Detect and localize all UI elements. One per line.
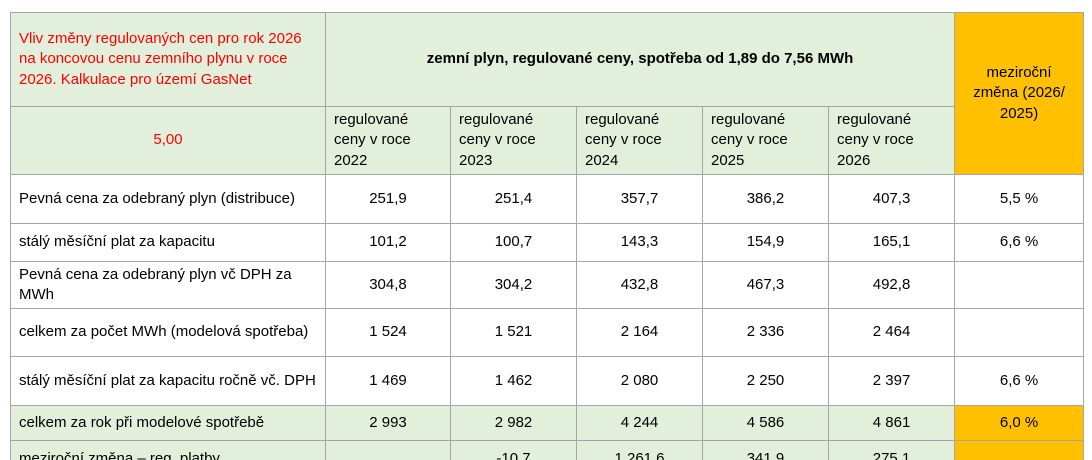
year-header-2025: regulované ceny v roce 2025 bbox=[702, 106, 829, 175]
value-2024: 4 244 bbox=[576, 405, 703, 441]
yoy-change-header: meziroční změna (2026/ 2025) bbox=[954, 12, 1085, 175]
table-row-fixed-price-vat: Pevná cena za odebraný plyn vč DPH za MW… bbox=[10, 261, 1085, 309]
value-2025: 2 250 bbox=[702, 356, 829, 406]
row-label: stálý měsíční plat za kapacitu ročně vč.… bbox=[10, 356, 326, 406]
value-2023: -10,7 bbox=[450, 440, 577, 460]
value-2022: 304,8 bbox=[325, 261, 451, 309]
value-2023: 304,2 bbox=[450, 261, 577, 309]
value-2025: 467,3 bbox=[702, 261, 829, 309]
yoy-value: 6,6 % bbox=[954, 223, 1085, 262]
table-row-yearly-capacity-fee-vat: stálý měsíční plat za kapacitu ročně vč.… bbox=[10, 356, 1085, 406]
year-header-2024: regulované ceny v roce 2024 bbox=[576, 106, 703, 175]
value-2023: 1 521 bbox=[450, 308, 577, 357]
year-header-2023: regulované ceny v roce 2023 bbox=[450, 106, 577, 175]
table-row-fixed-price-distribution: Pevná cena za odebraný plyn (distribuce)… bbox=[10, 174, 1085, 224]
value-2024: 2 080 bbox=[576, 356, 703, 406]
gas-price-table: Vliv změny regulovaných cen pro rok 2026… bbox=[10, 12, 1085, 460]
table-row-total-mwh-model: celkem za počet MWh (modelová spotřeba) … bbox=[10, 308, 1085, 357]
value-2023: 2 982 bbox=[450, 405, 577, 441]
value-2022: 251,9 bbox=[325, 174, 451, 224]
value-2022 bbox=[325, 440, 451, 460]
main-header: zemní plyn, regulované ceny, spotřeba od… bbox=[324, 12, 956, 107]
value-2022: 1 524 bbox=[325, 308, 451, 357]
value-2026: 492,8 bbox=[827, 261, 956, 309]
row-label: celkem za rok při modelové spotřebě bbox=[10, 405, 326, 441]
row-label: celkem za počet MWh (modelová spotřeba) bbox=[10, 308, 326, 357]
value-2023: 251,4 bbox=[450, 174, 577, 224]
yoy-value: 6,0 % bbox=[954, 405, 1085, 441]
value-2022: 101,2 bbox=[325, 223, 451, 262]
value-2024: 143,3 bbox=[576, 223, 703, 262]
yoy-value: 6,6 % bbox=[954, 356, 1085, 406]
yoy-value bbox=[954, 440, 1085, 460]
row-label: stálý měsíční plat za kapacitu bbox=[10, 223, 326, 262]
value-2025: 386,2 bbox=[702, 174, 829, 224]
value-2024: 2 164 bbox=[576, 308, 703, 357]
value-2025: 154,9 bbox=[702, 223, 829, 262]
value-2026: 407,3 bbox=[827, 174, 956, 224]
value-2024: 432,8 bbox=[576, 261, 703, 309]
value-2025: 341,9 bbox=[702, 440, 829, 460]
yoy-value bbox=[954, 308, 1085, 357]
yoy-value: 5,5 % bbox=[954, 174, 1085, 224]
model-consumption-value: 5,00 bbox=[10, 106, 326, 175]
value-2026: 2 464 bbox=[827, 308, 956, 357]
value-2022: 2 993 bbox=[325, 405, 451, 441]
yoy-value bbox=[954, 261, 1085, 309]
value-2022: 1 469 bbox=[325, 356, 451, 406]
year-header-2022: regulované ceny v roce 2022 bbox=[325, 106, 451, 175]
table-row-total-per-year: celkem za rok při modelové spotřebě 2 99… bbox=[10, 405, 1085, 441]
value-2025: 4 586 bbox=[702, 405, 829, 441]
row-label: meziroční změna – reg. platby bbox=[10, 440, 326, 460]
value-2023: 100,7 bbox=[450, 223, 577, 262]
table-title: Vliv změny regulovaných cen pro rok 2026… bbox=[10, 12, 326, 107]
value-2024: 357,7 bbox=[576, 174, 703, 224]
value-2026: 275,1 bbox=[827, 440, 956, 460]
value-2025: 2 336 bbox=[702, 308, 829, 357]
row-label: Pevná cena za odebraný plyn vč DPH za MW… bbox=[10, 261, 326, 309]
year-header-2026: regulované ceny v roce 2026 bbox=[827, 106, 956, 175]
value-2024: 1 261,6 bbox=[576, 440, 703, 460]
row-label: Pevná cena za odebraný plyn (distribuce) bbox=[10, 174, 326, 224]
value-2026: 165,1 bbox=[827, 223, 956, 262]
table-row-monthly-capacity-fee: stálý měsíční plat za kapacitu 101,2 100… bbox=[10, 223, 1085, 262]
header-row-1: Vliv změny regulovaných cen pro rok 2026… bbox=[10, 12, 1085, 175]
header-row-2: 5,00 regulované ceny v roce 2022 regulov… bbox=[10, 106, 1084, 175]
table-row-yoy-change-regulated: meziroční změna – reg. platby -10,7 1 26… bbox=[10, 440, 1085, 460]
value-2023: 1 462 bbox=[450, 356, 577, 406]
value-2026: 2 397 bbox=[827, 356, 956, 406]
value-2026: 4 861 bbox=[827, 405, 956, 441]
